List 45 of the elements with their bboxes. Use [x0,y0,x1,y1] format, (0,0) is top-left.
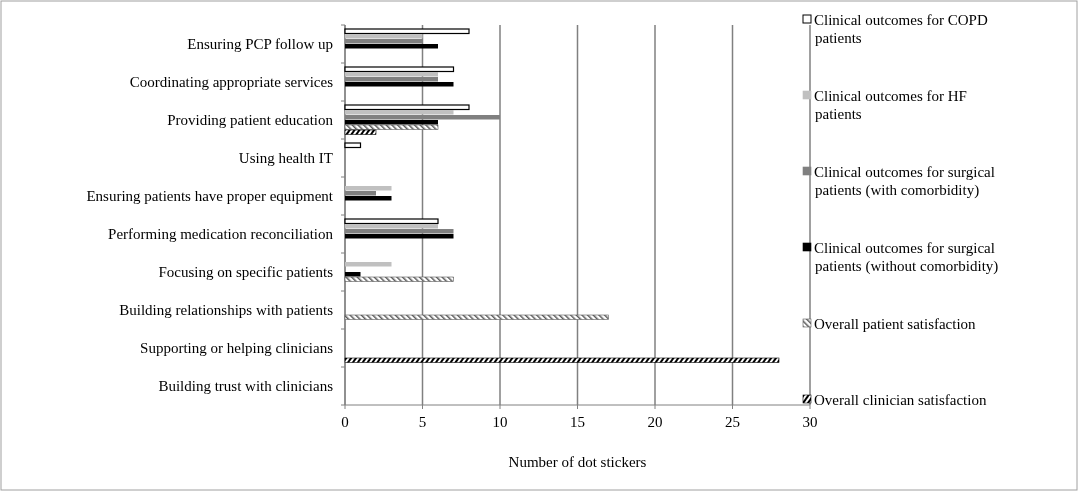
bar [345,234,454,239]
bar [345,44,438,49]
bar [345,72,438,77]
bar [345,186,392,191]
y-tick-label: Ensuring PCP follow up [187,36,333,52]
bar [345,224,438,229]
bar [345,196,392,201]
bar [344,142,362,149]
x-axis-title: Number of dot stickers [508,454,647,470]
bar [344,276,454,282]
bar [345,262,392,267]
legend-label: Clinical outcomes for HF patients [814,88,967,122]
bar [345,110,454,115]
bar [344,104,470,111]
x-tick-label: 20 [647,414,663,430]
x-tick-label: 5 [418,414,427,430]
bar [344,124,439,130]
y-tick-label: Providing patient education [167,112,334,128]
bar [345,82,454,87]
legend-label: Clinical outcomes for COPD patients [814,12,988,46]
bar [344,66,455,73]
y-tick-label: Ensuring patients have proper equipment [86,188,334,204]
legend-label: Overall patient satisfaction [814,316,977,332]
x-tick-label: 30 [802,414,818,430]
y-tick-label: Using health IT [238,150,333,166]
legend-label: Clinical outcomes for surgical patients (without comorbidity) [814,240,999,275]
y-tick-label: Supporting or helping clinicians [140,340,334,356]
y-tick-label: Building trust with clinicians [158,378,334,394]
legend-label: Clinical outcomes for surgical patients (with comorbidity) [814,164,995,199]
bar [344,357,780,363]
bar [345,272,361,277]
bar [344,129,377,135]
x-tick-label: 25 [725,414,740,430]
legend-label: Overall clinician satisfaction [814,392,987,408]
y-tick-label: Building relationships with patients [119,302,334,318]
bar [344,218,439,225]
bar [344,28,470,35]
bar [345,34,423,39]
bar [344,314,609,320]
y-tick-label: Focusing on specific patients [158,264,334,280]
y-tick-label: Coordinating appropriate services [129,74,334,90]
x-tick-label: 0 [341,414,349,430]
x-tick-label: 15 [570,414,585,430]
y-tick-label: Performing medication reconciliation [108,226,334,242]
x-tick-label: 10 [492,414,508,430]
